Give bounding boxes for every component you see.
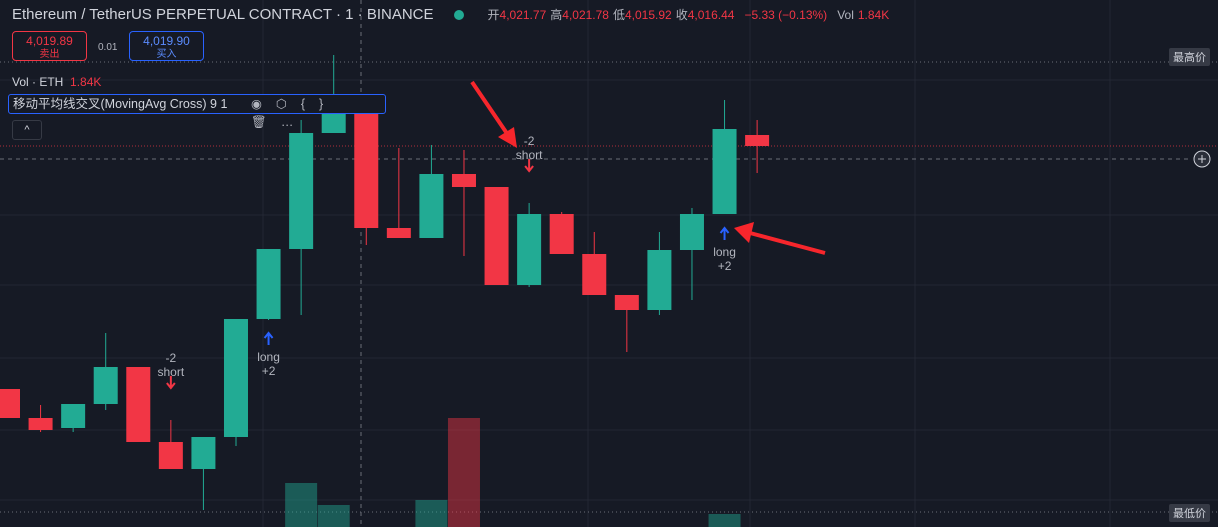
candle-body bbox=[419, 174, 444, 238]
buy-label: 买入 bbox=[156, 49, 177, 60]
sell-label: 卖出 bbox=[39, 49, 60, 60]
volume-bar bbox=[415, 500, 448, 527]
candle-body bbox=[28, 418, 53, 430]
candle-body bbox=[191, 437, 216, 469]
buy-price: 4,019.90 bbox=[143, 34, 190, 48]
signal-arrow bbox=[166, 376, 176, 390]
candle-body bbox=[484, 187, 509, 285]
vol-value: 1.84K bbox=[857, 7, 890, 22]
volume-bar bbox=[708, 514, 741, 527]
volume-legend-value: 1.84K bbox=[70, 75, 102, 89]
candle-body bbox=[289, 133, 314, 249]
signal-label: +2 bbox=[718, 259, 732, 273]
candle-body bbox=[223, 319, 248, 437]
candle-body bbox=[517, 214, 542, 285]
low-tag: 最低价 bbox=[1169, 504, 1210, 522]
candle-body bbox=[0, 389, 20, 418]
collapse-button[interactable]: ^ bbox=[12, 120, 42, 140]
change: −5.33 (−0.13%) bbox=[744, 7, 828, 22]
signal-label: +2 bbox=[262, 364, 276, 378]
signal-label: long bbox=[713, 245, 736, 259]
signal-label: short bbox=[158, 365, 185, 379]
ohlc-item: 开4,021.77 bbox=[488, 6, 547, 23]
symbol-title: Ethereum / TetherUS PERPETUAL CONTRACT ·… bbox=[12, 6, 434, 23]
sell-price: 4,019.89 bbox=[26, 34, 73, 48]
signal-arrow bbox=[524, 159, 534, 173]
ohlc-item: 低4,015.92 bbox=[613, 6, 672, 23]
candle-body bbox=[126, 367, 151, 442]
candle-body bbox=[451, 174, 476, 187]
candle-body bbox=[614, 295, 639, 310]
candle-body bbox=[647, 250, 672, 310]
ohlc-label: 高 bbox=[550, 8, 563, 22]
signal-label: -2 bbox=[524, 134, 535, 148]
candle-body bbox=[256, 249, 281, 319]
volume-legend-label: Vol · ETH bbox=[12, 75, 64, 89]
indicator-name: 移动平均线交叉(MovingAvg Cross) bbox=[13, 97, 207, 111]
header: Ethereum / TetherUS PERPETUAL CONTRACT ·… bbox=[12, 6, 889, 23]
candle-body bbox=[321, 114, 346, 133]
ohlc-item: 收4,016.44 bbox=[676, 6, 735, 23]
candle-body bbox=[61, 404, 86, 428]
candle-body bbox=[386, 228, 411, 238]
candle-body bbox=[745, 135, 770, 146]
indicator-icons[interactable]: ◉⬡{}🗑… bbox=[251, 97, 338, 129]
ohlc-value: 4,021.78 bbox=[562, 8, 609, 22]
ohlc-value: 4,016.44 bbox=[687, 8, 735, 22]
candle-body bbox=[354, 114, 379, 228]
vol-label: Vol bbox=[837, 7, 854, 22]
signal-label: long bbox=[257, 350, 280, 364]
signal-arrow bbox=[263, 331, 274, 345]
volume-bar bbox=[285, 483, 318, 527]
high-tag: 最高价 bbox=[1169, 48, 1210, 66]
indicator-legend[interactable]: 移动平均线交叉(MovingAvg Cross) 9 1 ◉⬡{}🗑… bbox=[8, 94, 386, 129]
ohlc: 开4,021.77 高4,021.78 低4,015.92 收4,016.44 bbox=[488, 6, 735, 23]
ohlc-label: 开 bbox=[487, 8, 500, 22]
buy-button[interactable]: 4,019.90 买入 bbox=[129, 31, 204, 61]
candle-body bbox=[549, 214, 574, 254]
signal-arrow bbox=[719, 226, 730, 240]
annotation-arrows bbox=[470, 80, 826, 255]
ohlc-label: 收 bbox=[675, 8, 688, 22]
ohlc-value: 4,021.77 bbox=[499, 8, 547, 22]
candle-body bbox=[582, 254, 607, 295]
volume-bar bbox=[317, 505, 350, 527]
volume-bar bbox=[447, 418, 480, 527]
candle-body bbox=[158, 442, 183, 469]
candle-body bbox=[712, 129, 737, 214]
ohlc-value: 4,015.92 bbox=[625, 8, 672, 22]
signal-label: -2 bbox=[166, 351, 177, 365]
spread: 0.01 bbox=[98, 42, 118, 53]
ohlc-item: 高4,021.78 bbox=[550, 6, 609, 23]
volume-legend: Vol · ETH 1.84K bbox=[12, 75, 101, 89]
status-dot bbox=[453, 9, 464, 20]
sell-button[interactable]: 4,019.89 卖出 bbox=[12, 31, 87, 61]
candle-body bbox=[93, 367, 118, 404]
indicator-params: 9 1 bbox=[210, 97, 228, 111]
ohlc-label: 低 bbox=[612, 8, 625, 22]
candle-body bbox=[679, 214, 704, 250]
signal-label: short bbox=[516, 148, 543, 162]
